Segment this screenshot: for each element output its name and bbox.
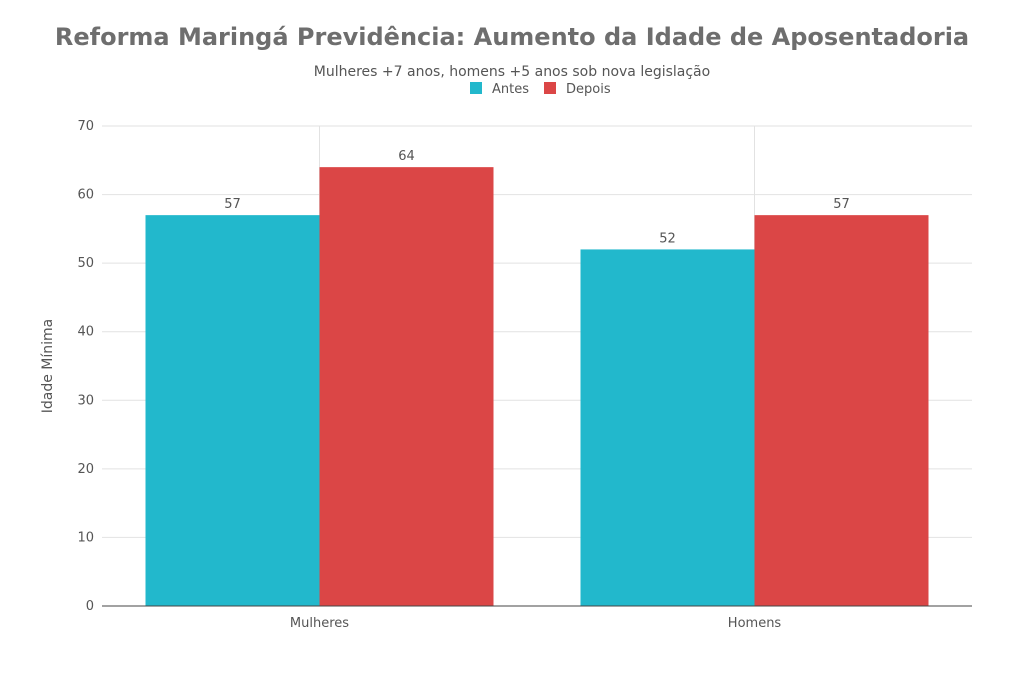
chart-title: Reforma Maringá Previdência: Aumento da … — [55, 23, 969, 51]
bar-depois-homens — [754, 215, 929, 606]
y-tick-label: 60 — [77, 188, 94, 203]
data-label: 52 — [659, 231, 676, 246]
x-tick-label: Mulheres — [290, 616, 349, 631]
bar-antes-homens — [580, 249, 755, 606]
y-tick-label: 40 — [77, 325, 94, 340]
x-tick-label: Homens — [728, 616, 782, 631]
legend-label: Depois — [566, 82, 611, 97]
bars — [145, 167, 929, 606]
data-label: 64 — [398, 149, 415, 164]
legend: Antes Depois — [470, 82, 611, 97]
x-axis: Mulheres Homens — [102, 605, 972, 631]
data-labels: 57 64 52 57 — [224, 149, 850, 246]
y-tick-label: 20 — [77, 462, 94, 477]
bar-antes-mulheres — [145, 215, 320, 606]
legend-label: Antes — [492, 82, 529, 97]
data-label: 57 — [224, 197, 241, 212]
chart-subtitle: Mulheres +7 anos, homens +5 anos sob nov… — [314, 64, 710, 80]
y-axis: 0 10 20 30 40 50 60 70 — [77, 119, 94, 614]
y-tick-label: 70 — [77, 119, 94, 134]
y-tick-label: 0 — [86, 599, 94, 614]
bar-depois-mulheres — [319, 167, 494, 606]
legend-swatch-depois — [544, 82, 556, 94]
legend-swatch-antes — [470, 82, 482, 94]
data-label: 57 — [833, 197, 850, 212]
y-tick-label: 50 — [77, 256, 94, 271]
y-axis-title: Idade Mínima — [40, 319, 56, 414]
y-tick-label: 30 — [77, 393, 94, 408]
y-tick-label: 10 — [77, 530, 94, 545]
